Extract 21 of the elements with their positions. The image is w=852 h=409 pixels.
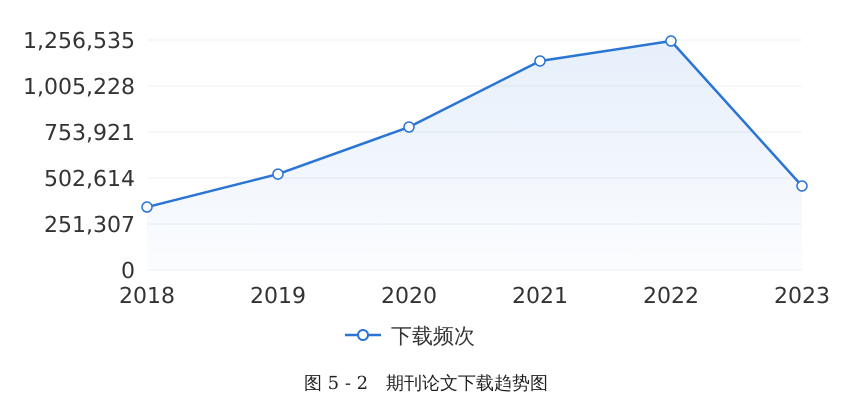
- point: [141, 201, 153, 213]
- y-tick-label: 251,307: [44, 213, 135, 238]
- x-tick-label: 2019: [250, 284, 306, 309]
- x-tick-label: 2022: [643, 284, 699, 309]
- legend-label: 下载频次: [391, 324, 475, 348]
- x-tick-label: 2018: [119, 284, 175, 309]
- point: [796, 180, 808, 192]
- point: [272, 168, 284, 180]
- x-tick-label: 2023: [774, 284, 830, 309]
- y-tick-label: 753,921: [44, 121, 135, 146]
- legend: 下载频次: [345, 324, 475, 348]
- y-tick-label: 0: [121, 259, 135, 284]
- x-tick-label: 2020: [381, 284, 437, 309]
- x-tick-label: 2021: [512, 284, 568, 309]
- point: [403, 121, 415, 133]
- caption: 图 5 - 2 期刊论文下载趋势图: [304, 373, 548, 394]
- y-tick-label: 1,256,535: [23, 29, 135, 54]
- y-tick-label: 1,005,228: [23, 75, 135, 100]
- y-tick-label: 502,614: [44, 167, 135, 192]
- point: [665, 35, 677, 47]
- point: [534, 55, 546, 67]
